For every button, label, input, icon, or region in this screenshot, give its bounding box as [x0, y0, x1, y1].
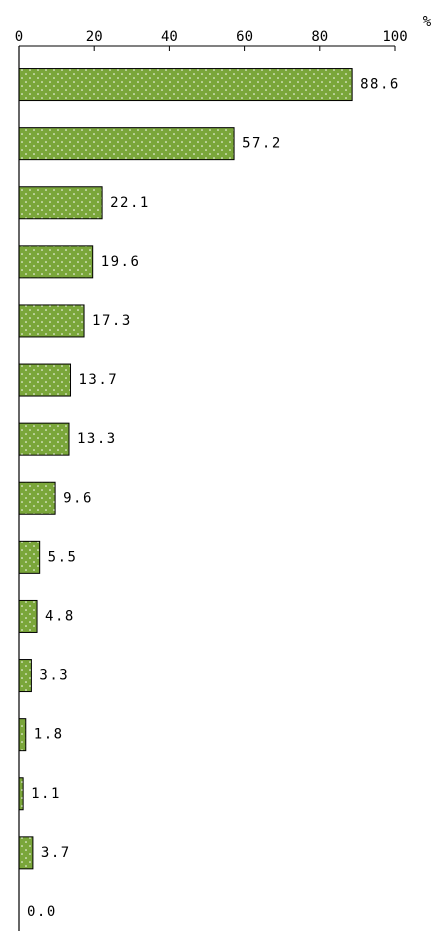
bar [18, 186, 103, 220]
bar [18, 304, 85, 338]
x-tick-label: 100 [382, 29, 407, 45]
x-tick-label: 0 [15, 29, 23, 45]
bar [18, 718, 27, 752]
bar [18, 540, 41, 574]
value-label: 3.7 [41, 845, 71, 861]
bar [18, 422, 70, 456]
value-label: 1.1 [31, 786, 61, 802]
bar [18, 777, 24, 811]
x-tick-label: 80 [311, 29, 328, 45]
bar [18, 363, 72, 397]
value-label: 9.6 [63, 490, 93, 506]
value-label: 57.2 [242, 136, 282, 152]
value-label: 19.6 [101, 254, 141, 270]
x-unit: % [423, 14, 432, 30]
value-label: 17.3 [92, 313, 132, 329]
value-label: 22.1 [110, 195, 150, 211]
value-label: 88.6 [360, 77, 400, 93]
bar [18, 659, 32, 693]
bar [18, 245, 94, 279]
value-label: 0.0 [27, 904, 57, 920]
value-label: 5.5 [48, 549, 78, 565]
value-label: 1.8 [34, 727, 64, 743]
bar [18, 599, 38, 633]
x-tick-label: 40 [161, 29, 178, 45]
value-label: 4.8 [45, 608, 75, 624]
value-label: 13.7 [79, 372, 119, 388]
value-label: 3.3 [39, 668, 69, 684]
value-label: 13.3 [77, 431, 117, 447]
bar [18, 481, 56, 515]
bar [18, 836, 34, 870]
bar [18, 68, 353, 102]
x-tick-label: 60 [236, 29, 253, 45]
x-tick-label: 20 [86, 29, 103, 45]
bar [18, 127, 235, 161]
